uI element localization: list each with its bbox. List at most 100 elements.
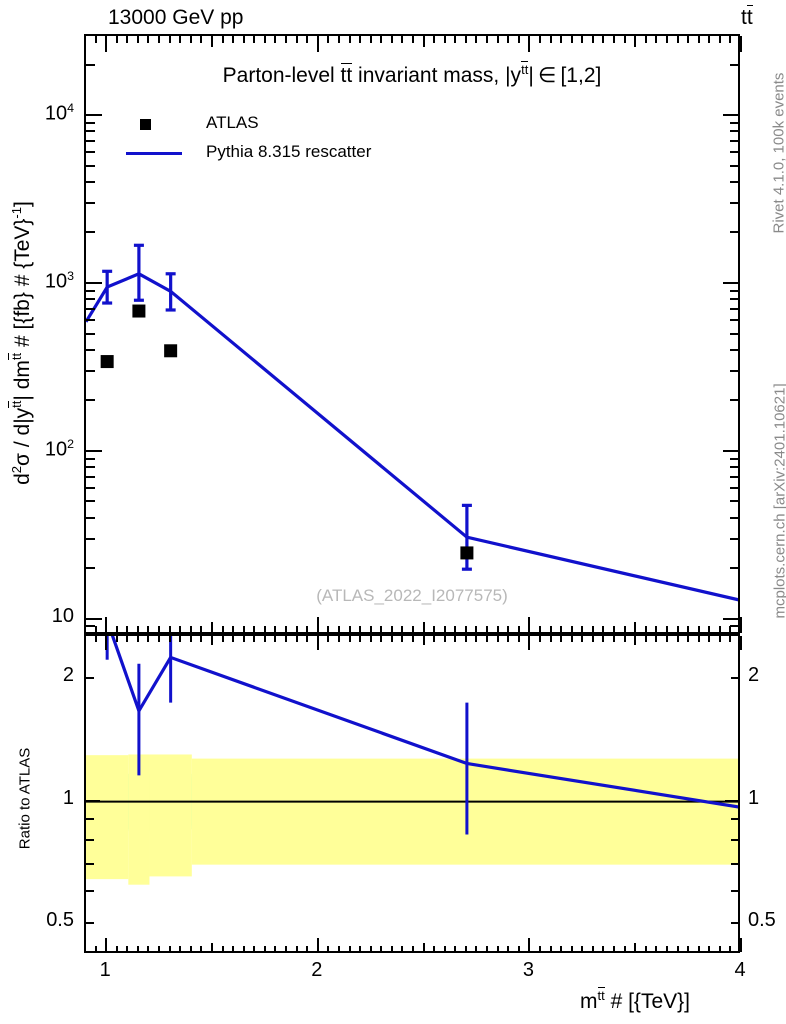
x-tick-main-top [179, 36, 181, 43]
x-tick-main [401, 626, 403, 633]
x-tick-main [624, 626, 626, 633]
x-tick-ratio-top [243, 636, 245, 642]
y-tick-ratio [86, 677, 94, 679]
x-tick-main-top [687, 36, 689, 43]
x-tick-main [349, 626, 351, 633]
x-tick-ratio [719, 946, 721, 952]
x-tick-ratio-top [317, 636, 319, 650]
x-tick-main [338, 626, 340, 633]
y-tick-main-right [730, 140, 739, 142]
main-data-layer [86, 243, 738, 602]
x-tick-main [550, 626, 552, 633]
y-tick-main-right [730, 151, 739, 153]
ratio-uncertainty-band [191, 758, 738, 865]
x-tick-main-top [370, 36, 372, 43]
x-tick-main-top [507, 36, 509, 43]
y-tick-main-right [730, 567, 739, 569]
x-tick-main-top [497, 36, 499, 43]
y-tick-ratio [86, 800, 100, 802]
x-tick-main [729, 626, 731, 633]
y-tick-main-right [730, 333, 739, 335]
x-tick-main-top [581, 36, 583, 43]
y-tick-main [86, 122, 95, 124]
x-tick-main-top [158, 36, 160, 43]
x-tick-ratio [475, 946, 477, 952]
x-tick-ratio [169, 946, 171, 952]
x-tick-main [444, 626, 446, 633]
x-tick-main [95, 626, 97, 633]
x-tick-main [370, 626, 372, 633]
x-tick-ratio-top [719, 636, 721, 642]
x-tick-main-top [729, 36, 731, 43]
x-tick-main [528, 617, 530, 633]
x-tick-ratio [359, 946, 361, 952]
x-tick-main [306, 626, 308, 633]
x-tick-ratio-top [454, 636, 456, 642]
x-tick-main-top [602, 36, 604, 43]
y-tick-ratio-right [731, 890, 739, 892]
x-tick-main [454, 626, 456, 633]
x-tick-ratio [380, 946, 382, 952]
x-tick-ratio [137, 946, 139, 952]
x-tick-main-top [349, 36, 351, 43]
x-tick-main [105, 617, 107, 633]
x-tick-ratio-top [338, 636, 340, 642]
x-tick-main-top [613, 36, 615, 43]
x-tick-main-top [285, 36, 287, 43]
x-tick-main [592, 626, 594, 633]
x-tick-ratio [401, 946, 403, 952]
x-tick-ratio [528, 938, 530, 952]
x-tick-main [253, 626, 255, 633]
y-tick-main-right [723, 618, 739, 620]
x-tick-main [708, 626, 710, 633]
ratio-plot-area [86, 636, 738, 951]
x-tick-ratio [486, 946, 488, 952]
x-tick-ratio-top [253, 636, 255, 642]
x-tick-ratio [232, 946, 234, 952]
x-tick-main-top [401, 36, 403, 43]
x-tick-main-top [169, 36, 171, 43]
y-tick-main-right [730, 476, 739, 478]
y-tick-main-right [730, 231, 739, 233]
x-tick-ratio-top [423, 636, 425, 645]
x-tick-main [317, 617, 319, 633]
x-tick-main-top [677, 36, 679, 43]
x-tick-main [169, 626, 171, 633]
x-tick-ratio [602, 946, 604, 952]
y-tick-main [86, 202, 95, 204]
x-tick-main-top [465, 36, 467, 43]
x-tick-ratio-top [444, 636, 446, 642]
y-tick-main [86, 64, 95, 66]
y-tick-main-right [730, 370, 739, 372]
x-tick-ratio [454, 946, 456, 952]
x-tick-ratio [147, 946, 149, 952]
x-tick-ratio [274, 946, 276, 952]
x-tick-main [222, 626, 224, 633]
x-tick-main-top [624, 36, 626, 43]
x-tick-main [613, 626, 615, 633]
x-tick-ratio-top [95, 636, 97, 642]
x-tick-ratio [571, 946, 573, 952]
x-tick-main [518, 626, 520, 633]
x-tick-ratio-top [349, 636, 351, 642]
x-tick-ratio-top [380, 636, 382, 642]
x-tick-ratio-top [655, 636, 657, 642]
x-tick-main [359, 626, 361, 633]
y-tick-ratio-right [731, 677, 739, 679]
x-tick-main [645, 626, 647, 633]
x-tick-ratio [518, 946, 520, 952]
x-tick-main-top [137, 36, 139, 43]
x-tick-ratio-top [370, 636, 372, 642]
main-plot-area [86, 36, 738, 632]
x-tick-main [539, 626, 541, 633]
y-tick-main [86, 634, 95, 636]
x-tick-main-top [454, 36, 456, 43]
x-tick-ratio [624, 946, 626, 952]
x-tick-ratio-top [465, 636, 467, 642]
x-tick-ratio [95, 946, 97, 952]
x-tick-ratio [444, 946, 446, 952]
atlas-data-point [164, 344, 178, 358]
x-tick-main [423, 622, 425, 633]
ratio-uncertainty-band [86, 755, 129, 880]
